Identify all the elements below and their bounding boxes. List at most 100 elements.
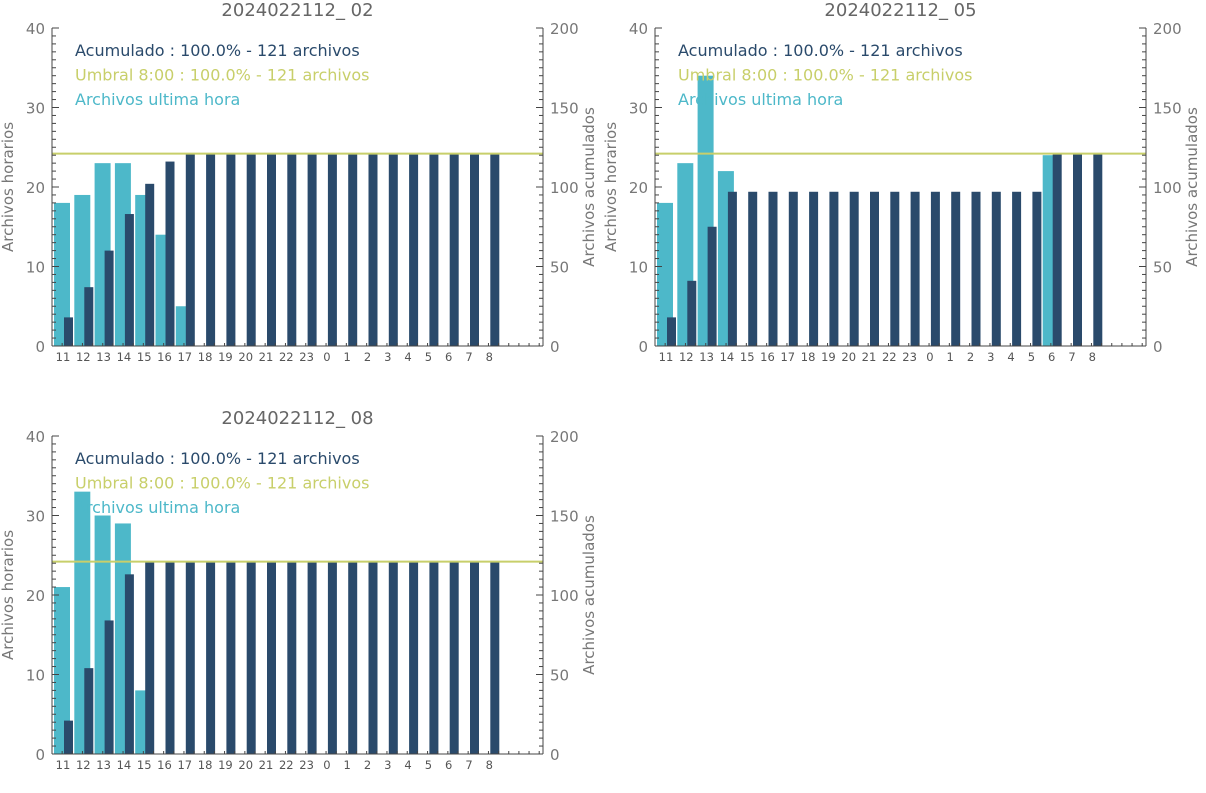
cumulative-bar — [890, 191, 900, 346]
cumulative-bar — [429, 153, 439, 346]
x-tick-label: 15 — [137, 758, 152, 772]
cumulative-bar — [930, 191, 940, 346]
x-tick-label: 12 — [679, 350, 694, 364]
x-tick-label: 17 — [177, 758, 192, 772]
cumulative-bar — [470, 561, 479, 754]
cumulative-bar — [991, 191, 1001, 346]
hourly-bar — [54, 587, 70, 754]
cumulative-bar — [368, 153, 378, 346]
x-tick-label: 7 — [465, 758, 472, 772]
chart-panel-3: 2024022112_ 08 0 10 20 30 40 0 50 100 150 200 11 12 1… — [0, 408, 603, 793]
x-tick-label: 23 — [299, 758, 314, 772]
x-tick-label: 3 — [987, 350, 994, 364]
left-tick-label: 40 — [26, 428, 45, 446]
x-tick-label: 20 — [238, 350, 253, 364]
cumulative-bar — [246, 561, 256, 754]
legend-entry: Archivos ultima hora — [75, 90, 240, 109]
x-tick-label: 6 — [1048, 350, 1055, 364]
legend-entry: Umbral 8:00 : 100.0% - 121 archivos — [678, 66, 972, 85]
cumulative-bar — [1093, 153, 1103, 346]
x-tick-label: 19 — [218, 758, 233, 772]
cumulative-bar — [327, 561, 337, 754]
cumulative-bar — [206, 153, 216, 346]
x-tick-label: 21 — [259, 758, 274, 772]
right-tick-label: 150 — [550, 508, 579, 526]
right-tick-label: 100 — [1153, 179, 1182, 197]
x-tick-label: 4 — [404, 758, 411, 772]
cumulative-bar — [348, 153, 358, 346]
right-tick-label: 0 — [550, 338, 560, 356]
x-tick-label: 12 — [76, 758, 91, 772]
cumulative-bar — [267, 153, 276, 346]
x-tick-label: 22 — [279, 758, 294, 772]
cumulative-bar — [1032, 191, 1042, 346]
right-tick-label: 200 — [550, 20, 579, 38]
cumulative-bar — [829, 191, 839, 346]
cumulative-bar — [409, 561, 419, 754]
cumulative-bar — [307, 153, 317, 346]
x-tick-label: 21 — [259, 350, 274, 364]
x-tick-label: 17 — [780, 350, 795, 364]
x-tick-label: 19 — [218, 350, 233, 364]
x-tick-label: 16 — [157, 350, 172, 364]
x-tick-label: 1 — [344, 350, 351, 364]
x-tick-label: 2 — [364, 758, 371, 772]
legend-entry: Archivos ultima hora — [678, 90, 843, 109]
x-tick-label: 5 — [425, 758, 432, 772]
x-tick-label: 13 — [96, 350, 111, 364]
cumulative-bar — [788, 191, 798, 346]
cumulative-bar — [307, 561, 317, 754]
legend-entry: Archivos ultima hora — [75, 498, 240, 517]
x-tick-label: 3 — [384, 350, 391, 364]
x-tick-label: 22 — [882, 350, 897, 364]
x-tick-label: 4 — [1007, 350, 1014, 364]
cumulative-bar — [287, 561, 297, 754]
right-tick-label: 50 — [1153, 259, 1172, 277]
x-tick-label: 7 — [465, 350, 472, 364]
left-tick-label: 10 — [629, 259, 648, 277]
chart-panel-1: 2024022112_ 02 0 10 20 30 40 0 50 100 150 200 11 12 1… — [0, 0, 603, 385]
x-tick-label: 13 — [699, 350, 714, 364]
cumulative-bar — [165, 161, 175, 346]
cumulative-bar — [388, 153, 398, 346]
right-tick-label: 0 — [1153, 338, 1163, 356]
cumulative-bar — [429, 561, 439, 754]
left-tick-label: 30 — [26, 100, 45, 118]
x-tick-label: 19 — [821, 350, 836, 364]
cumulative-bar — [388, 561, 398, 754]
x-tick-label: 21 — [862, 350, 877, 364]
x-tick-label: 0 — [323, 350, 330, 364]
x-tick-label: 20 — [841, 350, 856, 364]
cumulative-bar — [768, 191, 778, 346]
legend-entry: Acumulado : 100.0% - 121 archivos — [678, 41, 963, 60]
x-tick-label: 20 — [238, 758, 253, 772]
cumulative-bar — [809, 191, 819, 346]
cumulative-bar — [64, 720, 73, 754]
x-tick-label: 17 — [177, 350, 192, 364]
x-tick-label: 1 — [344, 758, 351, 772]
right-tick-label: 50 — [550, 667, 569, 685]
legend-entry: Acumulado : 100.0% - 121 archivos — [75, 449, 360, 468]
right-tick-label: 100 — [550, 587, 579, 605]
x-tick-label: 18 — [198, 758, 213, 772]
right-tick-label: 200 — [1153, 20, 1182, 38]
cumulative-bar — [246, 153, 256, 346]
x-tick-label: 11 — [56, 758, 71, 772]
chart-title: 2024022112_ 08 — [221, 408, 373, 429]
x-tick-label: 16 — [157, 758, 172, 772]
x-tick-label: 3 — [384, 758, 391, 772]
cumulative-bar — [165, 561, 175, 754]
cumulative-bar — [490, 561, 500, 754]
chart-title: 2024022112_ 02 — [221, 0, 373, 21]
hourly-bar — [657, 202, 673, 346]
cumulative-bar — [84, 668, 94, 754]
x-tick-label: 15 — [740, 350, 755, 364]
x-tick-label: 8 — [486, 758, 493, 772]
cumulative-bar — [104, 250, 114, 346]
x-tick-label: 18 — [801, 350, 816, 364]
x-tick-label: 2 — [967, 350, 974, 364]
x-tick-label: 14 — [117, 350, 132, 364]
chart-title: 2024022112_ 05 — [824, 0, 976, 21]
